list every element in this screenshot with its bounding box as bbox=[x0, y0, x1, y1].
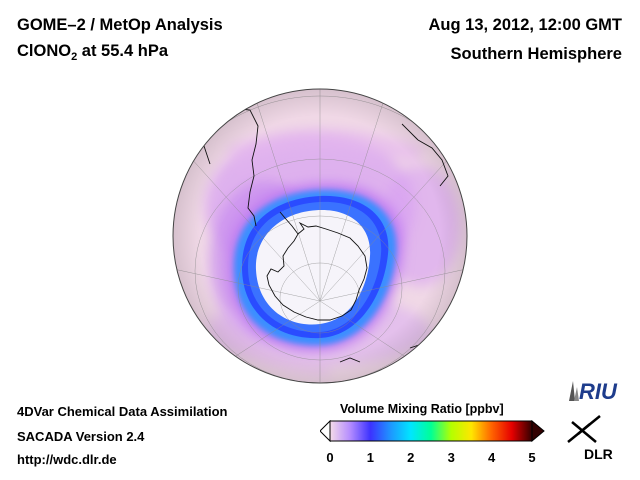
version-label: SACADA Version 2.4 bbox=[17, 429, 145, 444]
datetime-label: Aug 13, 2012, 12:00 GMT bbox=[428, 16, 623, 34]
chart-title: GOME–2 / MetOp Analysis bbox=[17, 16, 223, 34]
colorbar-tick: 3 bbox=[447, 450, 455, 465]
colorbar-title: Volume Mixing Ratio [ppbv] bbox=[340, 402, 504, 416]
colorbar-tick: 0 bbox=[326, 450, 334, 465]
globe-outline bbox=[172, 88, 468, 384]
species-subscript: 2 bbox=[71, 51, 78, 63]
colorbar bbox=[320, 420, 545, 442]
colorbar-tick: 5 bbox=[528, 450, 536, 465]
colorbar-min-arrow bbox=[320, 420, 331, 442]
colorbar-tick: 1 bbox=[366, 450, 375, 465]
dlr-logo-text: DLR bbox=[584, 446, 613, 462]
system-label: 4DVar Chemical Data Assimilation bbox=[17, 404, 228, 419]
riu-logo-text: RIU bbox=[579, 379, 618, 404]
species-level: at 55.4 hPa bbox=[77, 42, 169, 60]
colorbar-tick: 2 bbox=[407, 450, 415, 465]
dlr-logo bbox=[567, 415, 601, 443]
colorbar-ramp bbox=[329, 420, 533, 442]
polar-map bbox=[172, 88, 468, 384]
colorbar-tick: 4 bbox=[487, 450, 496, 465]
species-label: ClONO2 at 55.4 hPa bbox=[17, 42, 169, 63]
species-name: ClONO bbox=[17, 42, 72, 60]
colorbar-max-arrow bbox=[531, 420, 545, 442]
region-label: Southern Hemisphere bbox=[450, 45, 622, 63]
riu-logo: RIU bbox=[569, 379, 618, 404]
url-link[interactable]: http://wdc.dlr.de bbox=[17, 452, 117, 467]
